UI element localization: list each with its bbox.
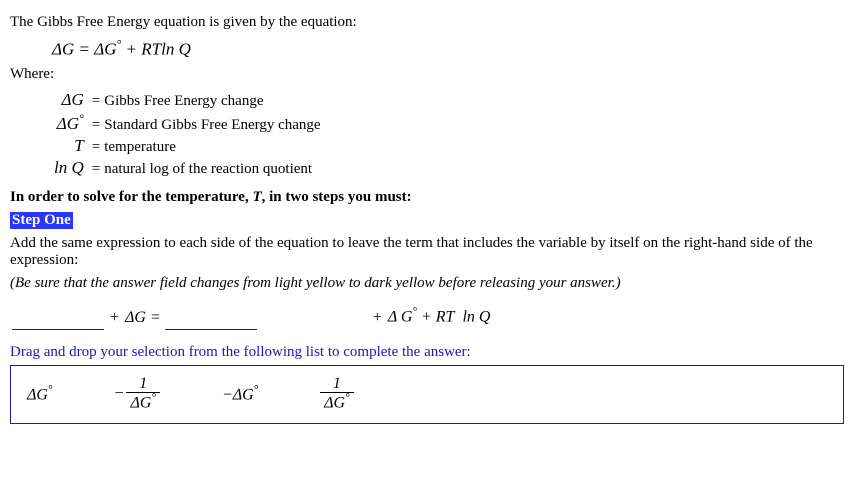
table-row: ln Q = natural log of the reaction quoti… [52,157,323,179]
definitions-table: ΔG = Gibbs Free Energy change ΔG° = Stan… [52,89,323,180]
drag-instruction: Drag and drop your selection from the fo… [10,344,844,361]
table-row: T = temperature [52,135,323,157]
choice-neg-inv-dg-std[interactable]: −1ΔG° [108,374,165,415]
table-row: ΔG = Gibbs Free Energy change [52,89,323,111]
drop-zone-left[interactable] [12,307,104,330]
main-equation: ΔG = ΔG° + RTln Q [52,37,844,60]
drop-zone-right[interactable] [165,307,257,330]
step-one-label: Step One [10,212,73,229]
where-label: Where: [10,66,844,83]
hint-text: (Be sure that the answer field changes f… [10,275,844,292]
choice-neg-dg-std[interactable]: −ΔG° [216,382,264,406]
step-heading: Step One [10,212,844,229]
choices-box: ΔG° −1ΔG° −ΔG° 1ΔG° [10,365,844,424]
eq-mid: ΔG = [123,309,163,330]
solve-instruction: In order to solve for the temperature, T… [10,189,844,206]
choice-inv-dg-std[interactable]: 1ΔG° [314,374,359,415]
step-text: Add the same expression to each side of … [10,235,844,269]
table-row: ΔG° = Standard Gibbs Free Energy change [52,111,323,136]
equation-row: + ΔG = + Δ G° + RT ln Q [10,306,844,329]
plus-sign: + [369,309,386,330]
intro-text: The Gibbs Free Energy equation is given … [10,14,844,31]
choice-dg-std[interactable]: ΔG° [21,382,58,406]
eq-right: Δ G° + RT ln Q [386,306,493,329]
plus-sign: + [106,309,123,330]
